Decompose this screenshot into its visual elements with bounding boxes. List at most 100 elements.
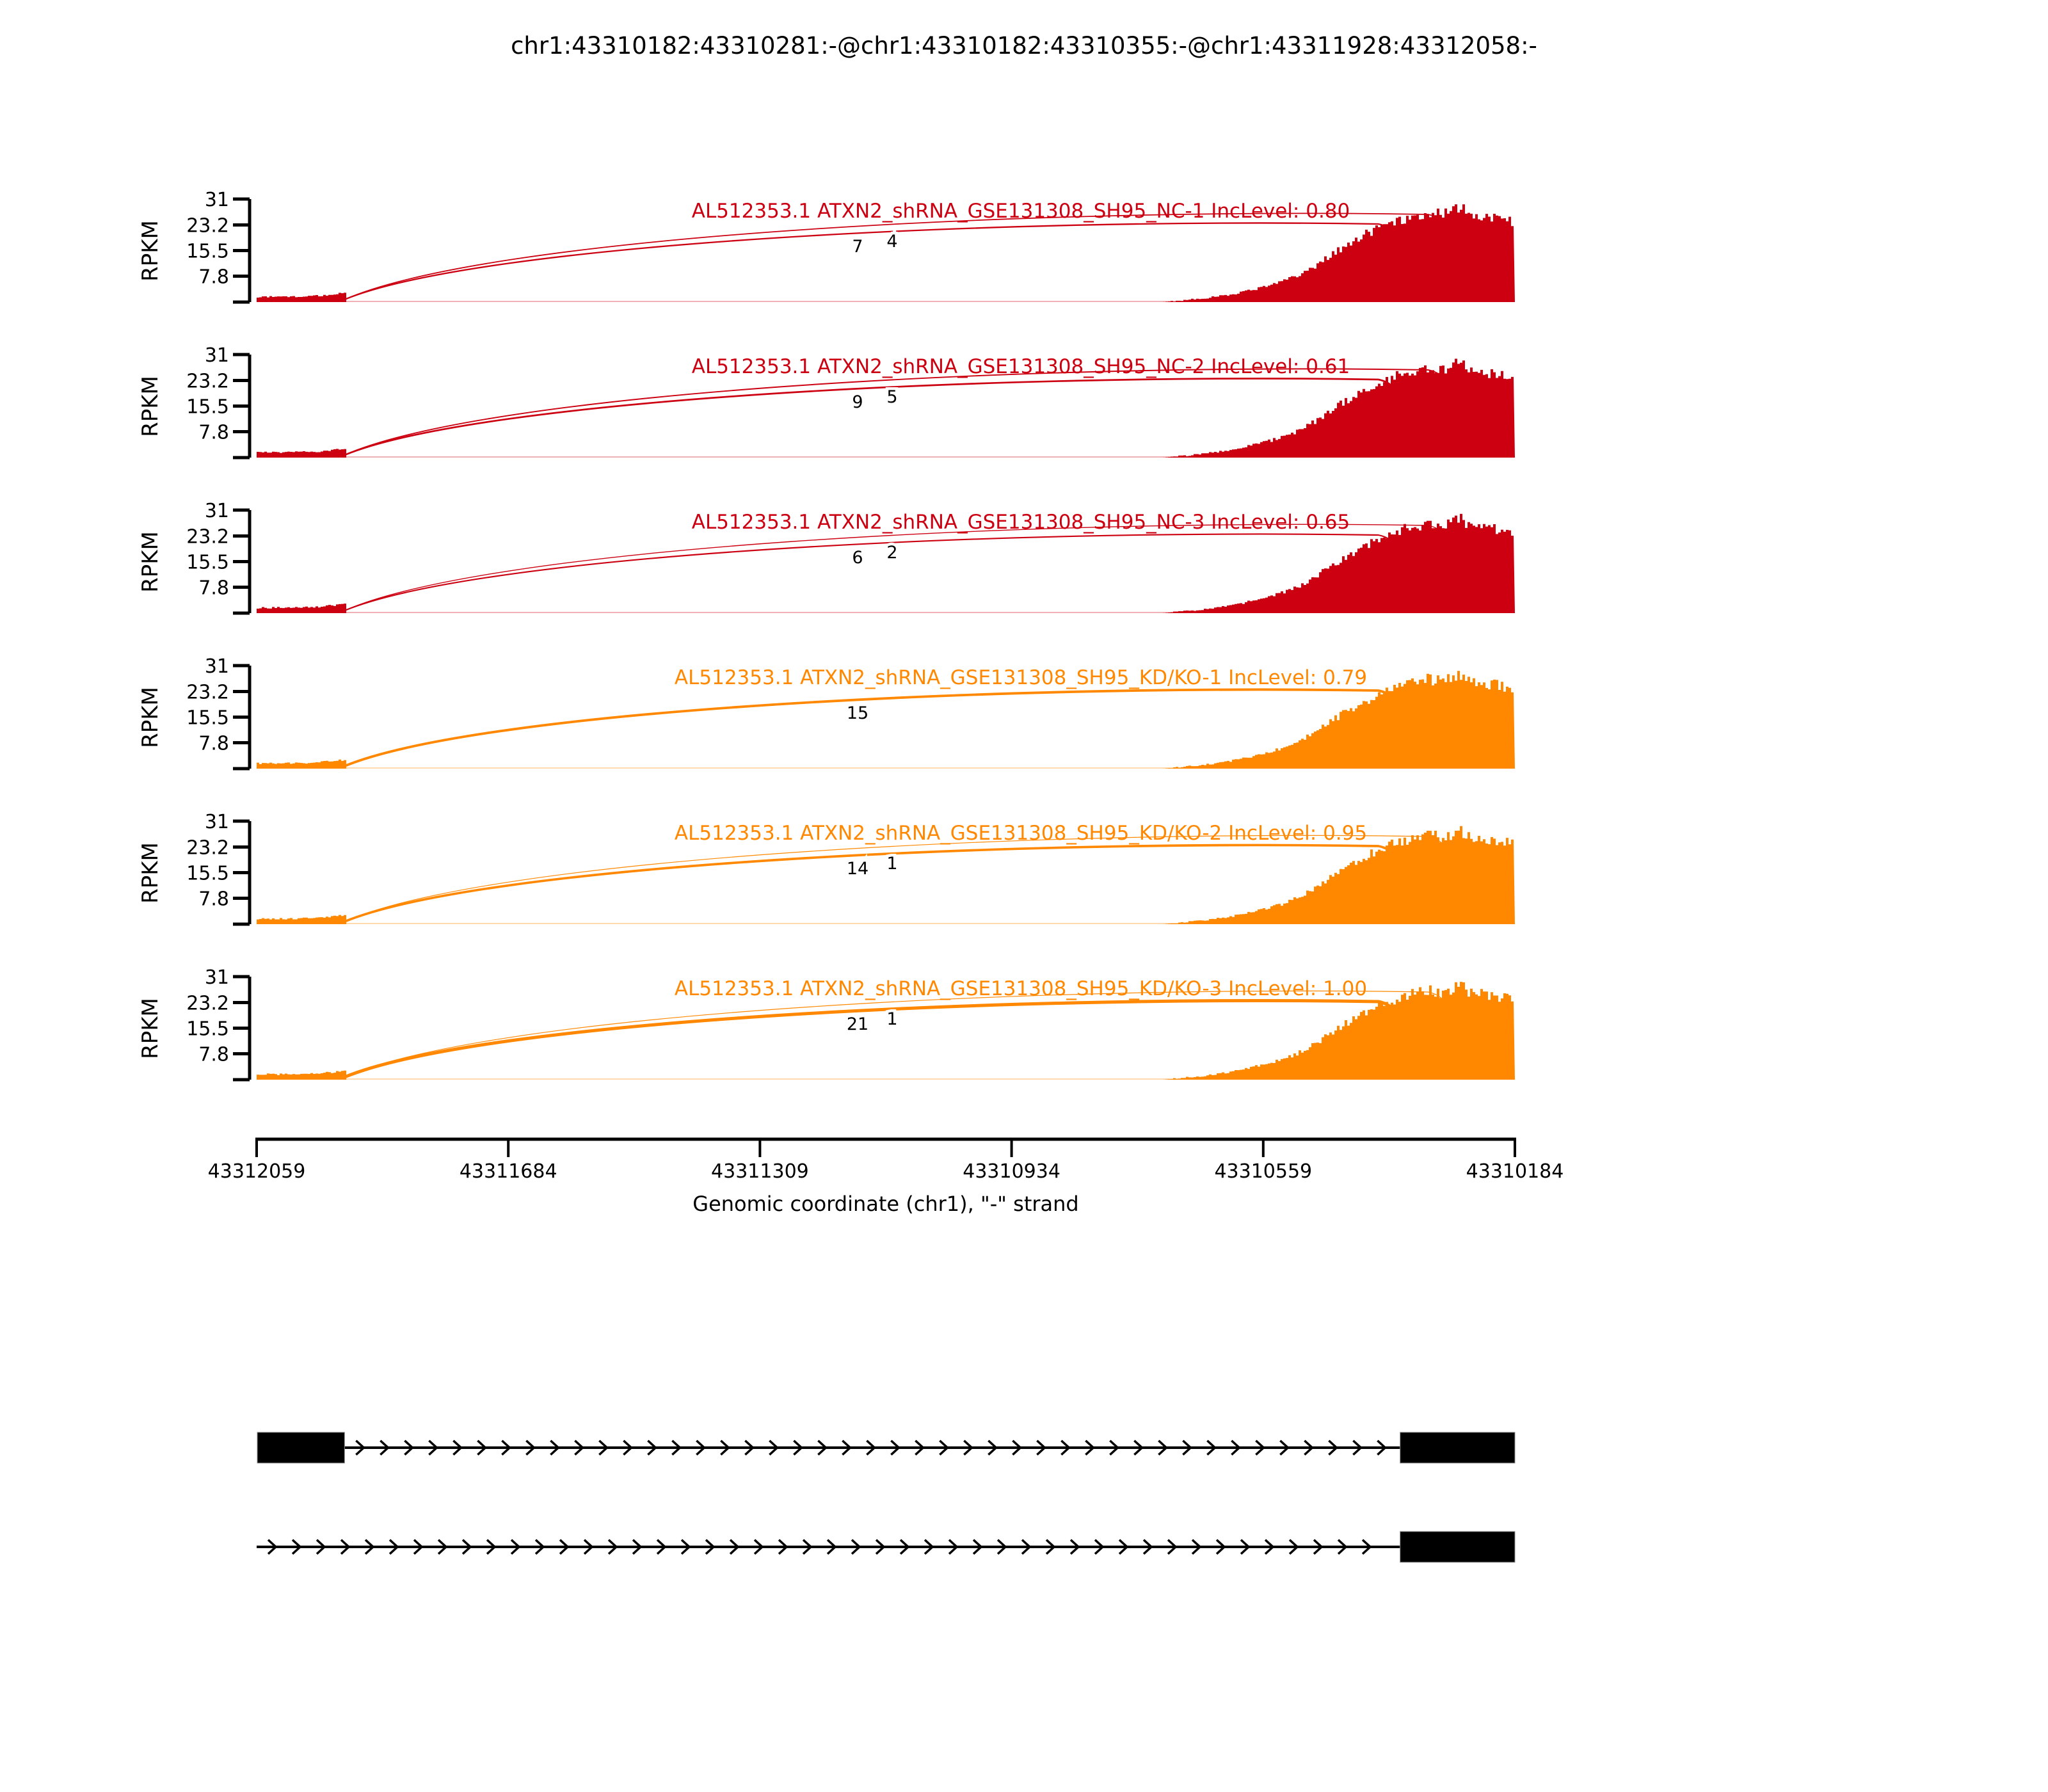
strand-arrow-icon [1288,1539,1299,1555]
strand-arrow-icon [364,1539,375,1555]
junction-count-label: 6 [852,548,863,568]
strand-arrow-icon [1118,1539,1129,1555]
x-axis-tick-label: 43312059 [208,1160,306,1183]
strand-arrow-icon [939,1439,949,1456]
strand-arrow-icon [380,1439,390,1456]
junction-arc [344,844,1400,923]
x-axis-tick-label: 43311309 [711,1160,809,1183]
strand-arrow-icon [1012,1439,1022,1456]
figure-title: chr1:43310182:43310281:-@chr1:43310182:4… [511,32,1537,60]
strand-arrow-icon [1142,1539,1153,1555]
strand-arrow-icon [1231,1439,1241,1456]
strand-arrow-icon [851,1539,861,1555]
coverage-track: 7 4 7.8 15.5 23.2 31 RPKM AL512353.1 ATXN2_shRN… [138,189,1515,304]
y-axis-tick-label: 23.2 [186,526,229,548]
strand-arrow-icon [413,1539,424,1555]
junction-count-label: 1 [886,1009,897,1029]
junction-arc [344,688,1400,767]
gene-model-isoform [257,1531,1516,1563]
strand-arrow-icon [291,1539,302,1555]
exon-box [1400,1432,1516,1464]
strand-arrow-icon [1167,1539,1178,1555]
y-axis-tick-label: 7.8 [198,1043,229,1066]
strand-arrow-icon [1240,1539,1251,1555]
strand-arrow-icon [647,1439,657,1456]
strand-arrow-icon [972,1539,983,1555]
strand-arrow-icon [899,1539,910,1555]
coverage-area [257,513,1515,613]
y-axis-tick-label: 31 [205,655,229,678]
strand-arrow-icon [802,1539,813,1555]
strand-arrow-icon [510,1539,521,1555]
y-axis-tick-label: 15.5 [186,863,229,885]
strand-arrow-icon [778,1539,788,1555]
coverage-area [257,826,1515,924]
junction-arc [344,378,1400,456]
strand-arrow-icon [574,1439,584,1456]
strand-arrow-icon [388,1539,399,1555]
strand-arrow-icon [1279,1439,1290,1456]
y-axis-tick-label: 15.5 [186,552,229,574]
strand-arrow-icon [550,1439,560,1456]
strand-arrow-icon [875,1539,886,1555]
y-axis-tick-label: 31 [205,189,229,211]
strand-arrow-icon [501,1439,511,1456]
strand-arrow-icon [486,1539,497,1555]
strand-arrow-icon [1255,1439,1265,1456]
y-axis-title-rpkm: RPKM [138,531,163,593]
strand-arrow-icon [1377,1439,1387,1456]
strand-arrow-icon [340,1539,351,1555]
strand-arrow-icon [890,1439,900,1456]
x-axis-label: Genomic coordinate (chr1), "-" strand [692,1192,1079,1216]
coverage-area [257,671,1515,769]
y-axis-tick-label: 31 [205,966,229,989]
strand-arrow-icon [404,1439,414,1456]
y-axis-tick-label: 15.5 [186,1018,229,1041]
coverage-area [257,358,1515,458]
junction-count-label: 9 [852,392,863,412]
strand-arrow-icon [769,1439,779,1456]
junction-count-label: 2 [886,543,897,563]
strand-arrow-icon [1060,1439,1071,1456]
strand-arrow-icon [1361,1539,1372,1555]
strand-arrow-icon [632,1539,643,1555]
strand-arrow-icon [559,1539,570,1555]
junction-arc [344,368,1450,456]
gene-model-isoform [257,1432,1516,1464]
strand-arrow-icon [437,1539,448,1555]
strand-arrow-icon [583,1539,594,1555]
strand-arrow-icon [1045,1539,1056,1555]
x-axis-tick-label: 43310184 [1466,1160,1564,1183]
y-axis-tick-label: 7.8 [198,888,229,910]
y-axis-title-rpkm: RPKM [138,220,163,282]
strand-arrow-icon [1158,1439,1168,1456]
x-axis-tick-label: 43310559 [1214,1160,1312,1183]
exon-box [257,1432,345,1464]
junction-count-label: 15 [847,703,868,723]
strand-arrow-icon [623,1439,633,1456]
y-axis-tick-label: 15.5 [186,396,229,419]
strand-arrow-icon [948,1539,959,1555]
y-axis-tick-label: 7.8 [198,732,229,755]
strand-arrow-icon [842,1439,852,1456]
y-axis-tick-label: 23.2 [186,371,229,393]
x-axis-tick-label: 43310934 [963,1160,1060,1183]
strand-arrow-icon [996,1539,1007,1555]
strand-arrow-icon [866,1439,876,1456]
strand-arrow-icon [753,1539,764,1555]
strand-arrow-icon [963,1439,973,1456]
strand-arrow-icon [607,1539,618,1555]
strand-arrow-icon [1191,1539,1202,1555]
coverage-track: 14 1 7.8 15.5 23.2 31 RPKM AL512353.1 ATXN2_shR… [138,811,1515,926]
junction-count-label: 1 [886,854,897,874]
strand-arrow-icon [1094,1539,1105,1555]
strand-arrow-icon [1085,1439,1095,1456]
strand-arrow-icon [1264,1539,1275,1555]
strand-arrow-icon [316,1539,326,1555]
strand-arrow-icon [1215,1539,1226,1555]
y-axis-tick-label: 31 [205,811,229,833]
strand-arrow-icon [988,1439,998,1456]
strand-arrow-icon [705,1539,716,1555]
strand-arrow-icon [1313,1539,1324,1555]
